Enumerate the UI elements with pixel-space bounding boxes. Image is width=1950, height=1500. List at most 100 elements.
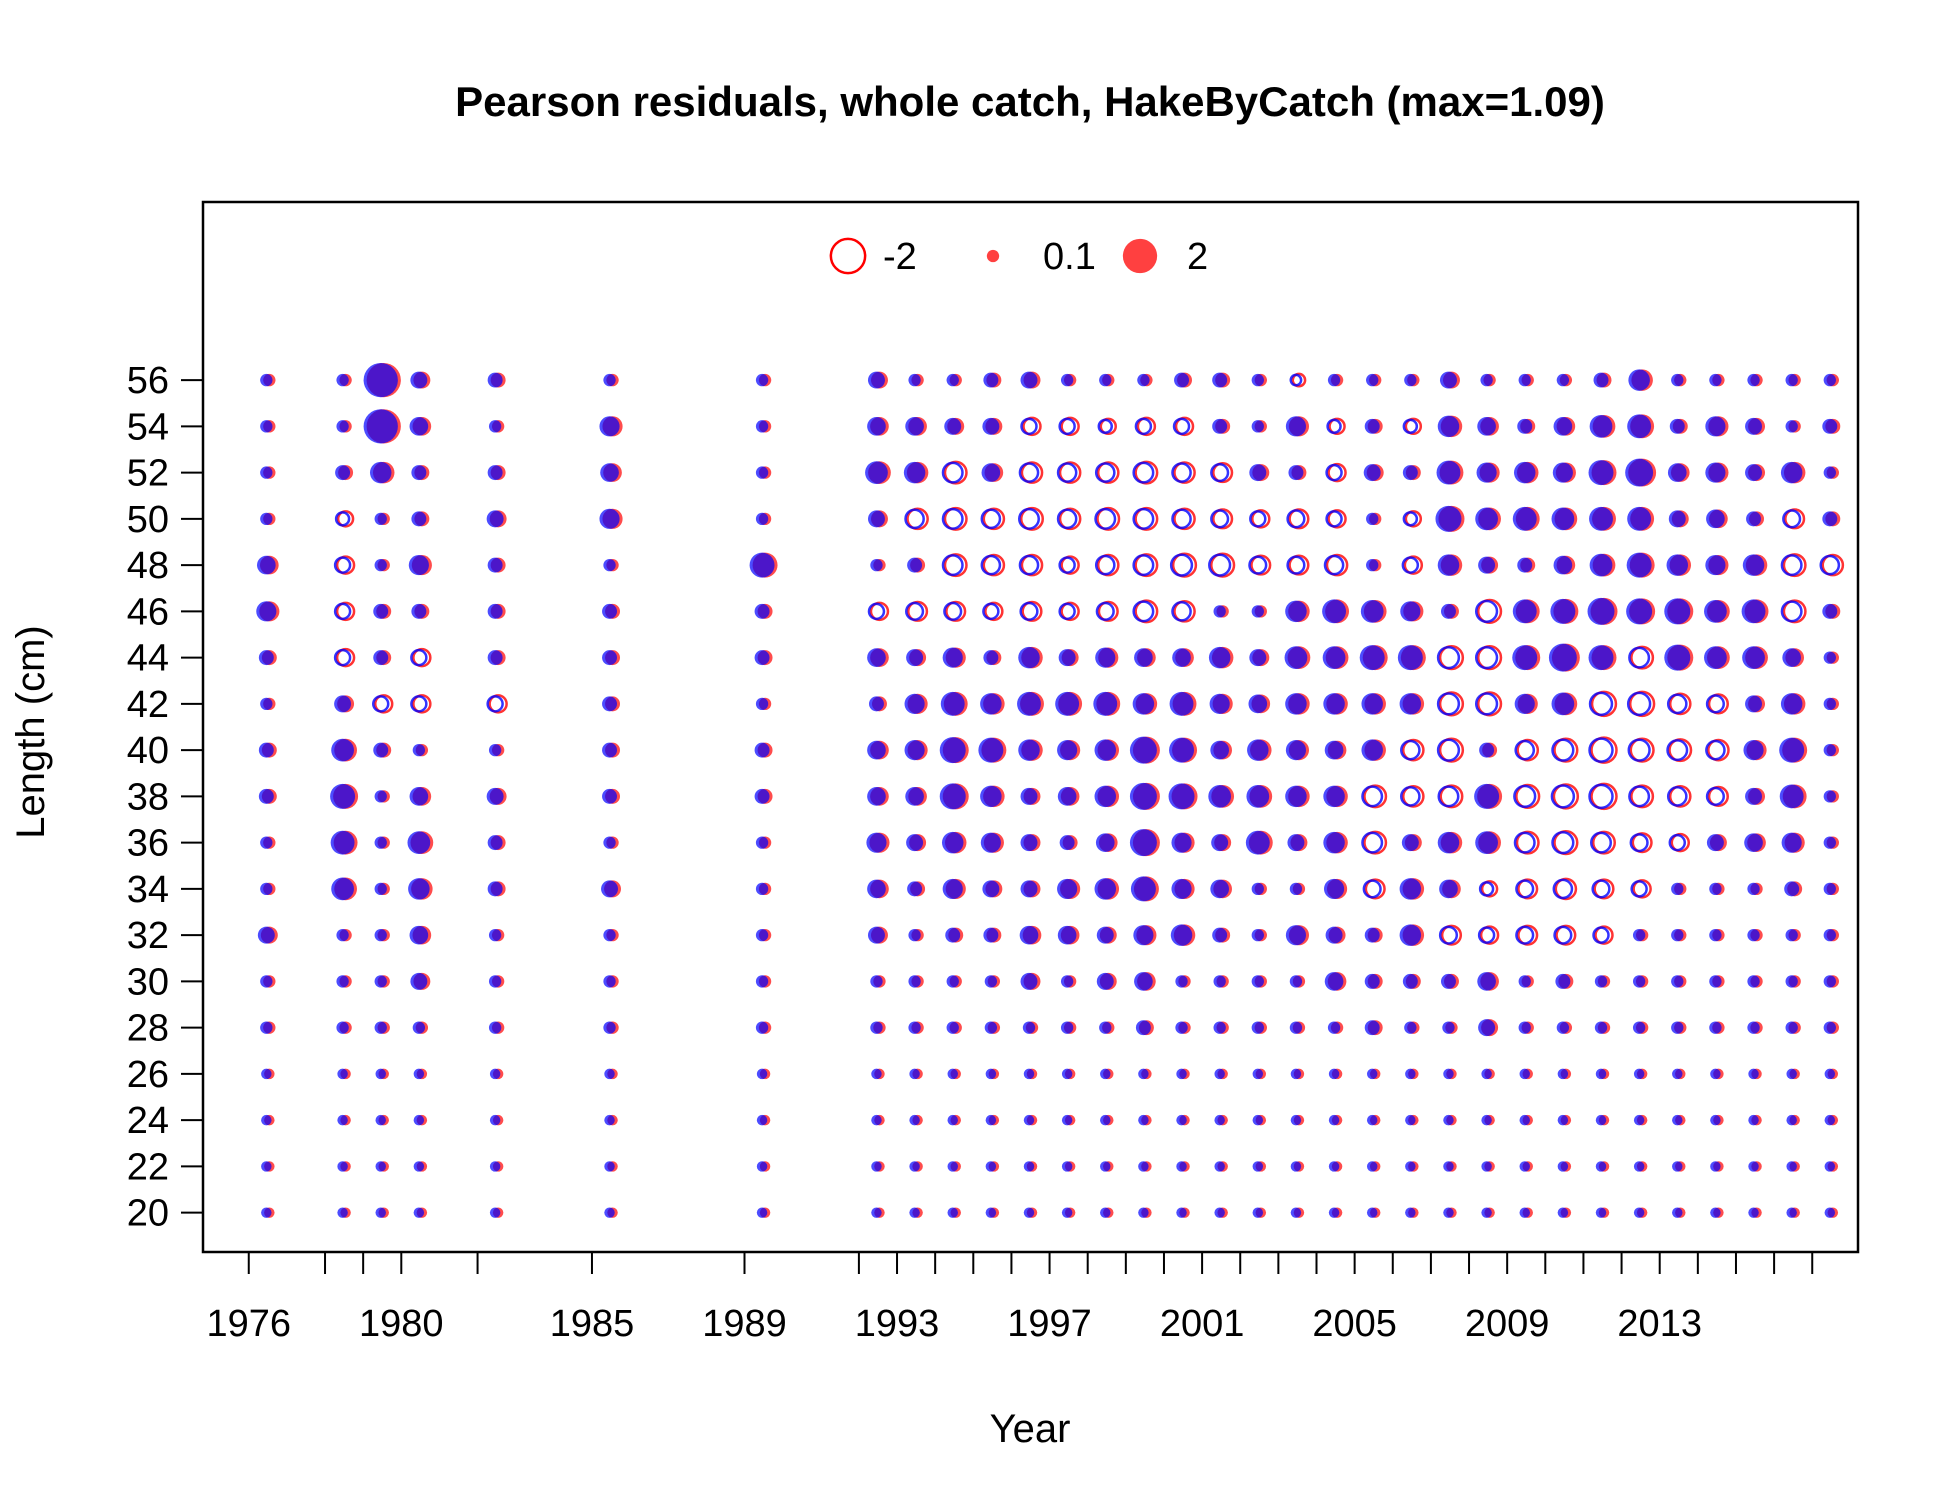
bubble-expected (258, 788, 274, 804)
bubble-expected (1436, 646, 1461, 670)
bubble-expected (486, 510, 504, 528)
bubble-expected (1059, 835, 1075, 851)
bubble-expected (1285, 925, 1307, 946)
bubble-expected (1364, 1020, 1380, 1036)
bubble-expected (867, 879, 886, 899)
bubble-expected (1364, 418, 1380, 434)
bubble-expected (1747, 928, 1760, 942)
bubble-expected (336, 1021, 349, 1034)
bubble-expected (756, 1068, 768, 1080)
bubble-expected (1478, 881, 1495, 897)
bubble-expected (1741, 599, 1766, 624)
bubble-observed (335, 555, 356, 575)
bubble-expected (1633, 1161, 1645, 1172)
bubble-expected (1096, 926, 1114, 944)
bubble-expected (985, 1207, 997, 1218)
bubble-expected (334, 511, 351, 527)
bubble-expected (257, 555, 276, 575)
bubble-observed (982, 507, 1006, 531)
bubble-expected (1747, 975, 1760, 988)
bubble-expected (1175, 1021, 1188, 1034)
bubble-expected (1129, 782, 1157, 810)
x-tick-label: 2001 (1160, 1303, 1245, 1345)
bubble-expected (1326, 418, 1342, 435)
bubble-expected (904, 508, 925, 530)
bubble-expected (333, 556, 352, 574)
bubble-observed (1174, 416, 1195, 437)
bubble-expected (1211, 834, 1229, 852)
bubble-expected (1588, 460, 1614, 486)
bubble-expected (1553, 555, 1573, 575)
bubble-expected (1138, 1114, 1149, 1126)
bubble-observed (1288, 508, 1310, 530)
bubble-observed (1707, 785, 1729, 807)
bubble-expected (603, 558, 616, 572)
bubble-expected (374, 512, 387, 526)
bubble-expected (487, 881, 503, 897)
y-tick-label: 42 (127, 684, 169, 726)
bubble-expected (871, 1207, 882, 1218)
bubble-expected (1061, 1161, 1073, 1172)
bubble-expected (755, 420, 769, 433)
bubble-expected (604, 1207, 615, 1218)
bubble-expected (947, 1207, 958, 1218)
bubble-expected (375, 1161, 386, 1172)
bubble-observed (1134, 506, 1159, 531)
bubble-expected (1588, 691, 1614, 717)
bubble-expected (410, 972, 428, 990)
bubble-expected (1779, 784, 1804, 809)
bubble-observed (1058, 461, 1082, 484)
y-tick-label: 30 (127, 961, 169, 1003)
bubble-expected (604, 1161, 615, 1172)
bubble-observed (1020, 553, 1044, 577)
bubble-expected (602, 696, 618, 712)
bubble-expected (1100, 1114, 1111, 1126)
bubble-expected (1208, 553, 1232, 577)
bubble-expected (488, 420, 502, 433)
y-tick-label: 34 (127, 869, 169, 911)
bubble-expected (411, 465, 427, 481)
bubble-expected (1058, 602, 1076, 621)
bubble-expected (1061, 1068, 1073, 1080)
bubble-expected (1364, 927, 1380, 943)
bubble-expected (1286, 509, 1306, 529)
bubble-observed (1784, 508, 1806, 530)
bubble-observed (1096, 461, 1120, 484)
bubble-expected (947, 1114, 958, 1126)
bubble-expected (412, 1021, 426, 1034)
bubble-expected (903, 461, 926, 484)
bubble-expected (982, 602, 1000, 621)
bubble-expected (487, 650, 503, 666)
bubble-observed (982, 553, 1006, 577)
bubble-expected (1401, 556, 1420, 574)
bubble-expected (1137, 373, 1150, 387)
bubble-expected (1176, 1207, 1187, 1218)
bubble-expected (487, 557, 503, 573)
bubble-expected (1666, 739, 1689, 762)
y-tick-label: 24 (127, 1100, 169, 1142)
bubble-observed (1058, 507, 1082, 531)
bubble-expected (1823, 790, 1836, 803)
bubble-expected (1366, 373, 1379, 387)
bubble-expected (1210, 509, 1230, 529)
bubble-expected (1325, 926, 1343, 944)
bubble-expected (1176, 1161, 1187, 1172)
bubble-expected (1209, 693, 1230, 714)
bubble-expected (941, 831, 964, 854)
bubble-observed (1325, 553, 1349, 577)
bubble-expected (1553, 925, 1573, 945)
bubble-expected (333, 648, 352, 667)
bubble-expected (1290, 1161, 1302, 1172)
bubble-observed (1479, 925, 1500, 945)
bubble-expected (1517, 418, 1533, 434)
bubble-expected (409, 787, 429, 806)
bubble-expected (1361, 739, 1383, 761)
bubble-expected (867, 648, 886, 667)
bubble-expected (1823, 975, 1836, 988)
bubble-expected (373, 742, 389, 758)
bubble-expected (1823, 743, 1836, 757)
bubble-expected (1402, 418, 1419, 435)
bubble-expected (754, 742, 770, 758)
bubble-expected (374, 928, 387, 942)
bubble-expected (408, 878, 430, 900)
